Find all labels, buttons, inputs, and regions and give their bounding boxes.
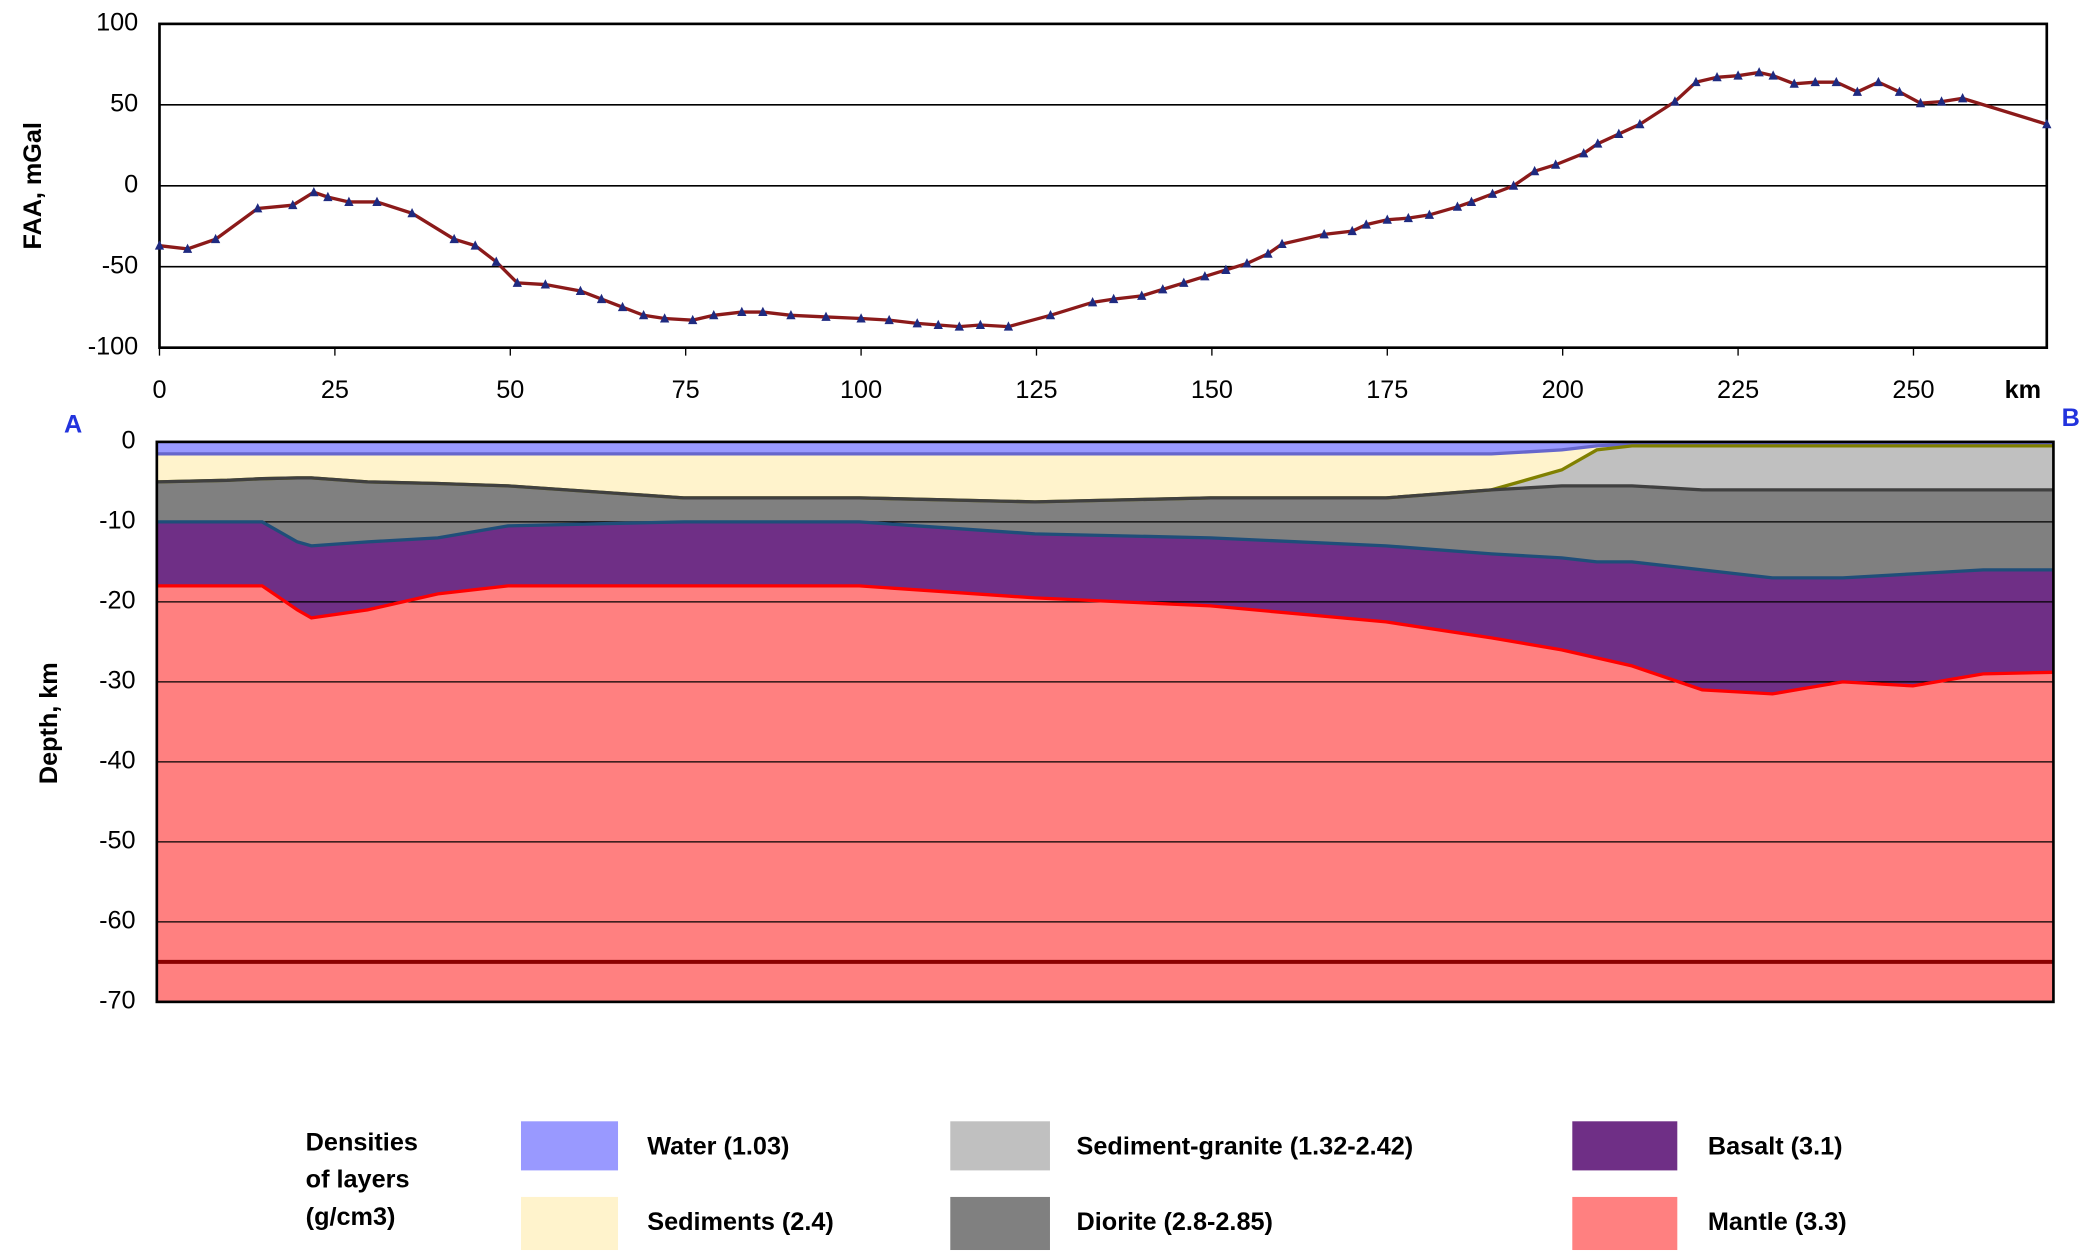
- legend-label: Sediment-granite (1.32-2.42): [1077, 1133, 1414, 1161]
- y-tick-label: -100: [88, 332, 139, 360]
- y-tick-label: -40: [99, 747, 135, 775]
- x-tick-label: 125: [1015, 376, 1057, 404]
- y-tick-label: -20: [99, 587, 135, 615]
- y-tick-label: -60: [99, 907, 135, 935]
- y-tick-label: 0: [124, 170, 138, 198]
- y-tick-label: -50: [102, 251, 138, 279]
- legend-label: Water (1.03): [647, 1133, 789, 1161]
- x-tick-label: 200: [1542, 376, 1584, 404]
- legend-label: Basalt (3.1): [1708, 1133, 1843, 1161]
- point-label: B: [2062, 404, 2080, 432]
- figure: FAA, mGal km Depth, km A B Densities of …: [0, 0, 2084, 1254]
- legend-title: of layers: [306, 1166, 410, 1194]
- x-tick-label: 50: [496, 376, 524, 404]
- x-tick-label: 175: [1366, 376, 1408, 404]
- legend-swatch: [1572, 1197, 1677, 1250]
- legend-label: Sediments (2.4): [647, 1208, 834, 1236]
- legend-label: Diorite (2.8-2.85): [1077, 1208, 1273, 1236]
- y-tick-label: -70: [99, 987, 135, 1015]
- x-tick-label: 25: [321, 376, 349, 404]
- x-tick-label: 250: [1892, 376, 1934, 404]
- y-tick-label: -10: [99, 507, 135, 535]
- data-line: [159, 72, 2046, 326]
- legend-swatch: [950, 1197, 1050, 1250]
- y-tick-label: 100: [96, 9, 138, 37]
- data-point: [1874, 77, 1883, 86]
- y-tick-label: -30: [99, 667, 135, 695]
- legend-swatch: [521, 1197, 618, 1250]
- y-axis-title: Depth, km: [35, 662, 63, 784]
- y-axis-title: FAA, mGal: [19, 122, 47, 249]
- x-tick-label: 150: [1191, 376, 1233, 404]
- x-tick-label: 75: [672, 376, 700, 404]
- legend-label: Mantle (3.3): [1708, 1208, 1847, 1236]
- y-tick-label: 50: [110, 90, 138, 118]
- point-label: A: [64, 411, 82, 439]
- data-point: [309, 187, 318, 196]
- legend-title: (g/cm3): [306, 1203, 396, 1231]
- y-tick-label: 0: [122, 427, 136, 455]
- legend-title: Densities: [306, 1129, 418, 1157]
- legend-swatch: [950, 1121, 1050, 1170]
- x-tick-label: 100: [840, 376, 882, 404]
- y-tick-label: -50: [99, 827, 135, 855]
- x-tick-label: 0: [152, 376, 166, 404]
- legend-swatch: [1572, 1121, 1677, 1170]
- x-tick-label: 225: [1717, 376, 1759, 404]
- legend-swatch: [521, 1121, 618, 1170]
- x-axis-title: km: [2005, 376, 2041, 404]
